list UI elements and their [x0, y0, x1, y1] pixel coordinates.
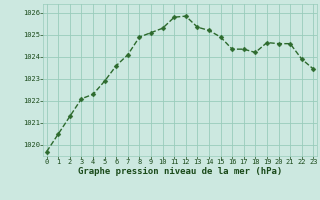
- X-axis label: Graphe pression niveau de la mer (hPa): Graphe pression niveau de la mer (hPa): [78, 167, 282, 176]
